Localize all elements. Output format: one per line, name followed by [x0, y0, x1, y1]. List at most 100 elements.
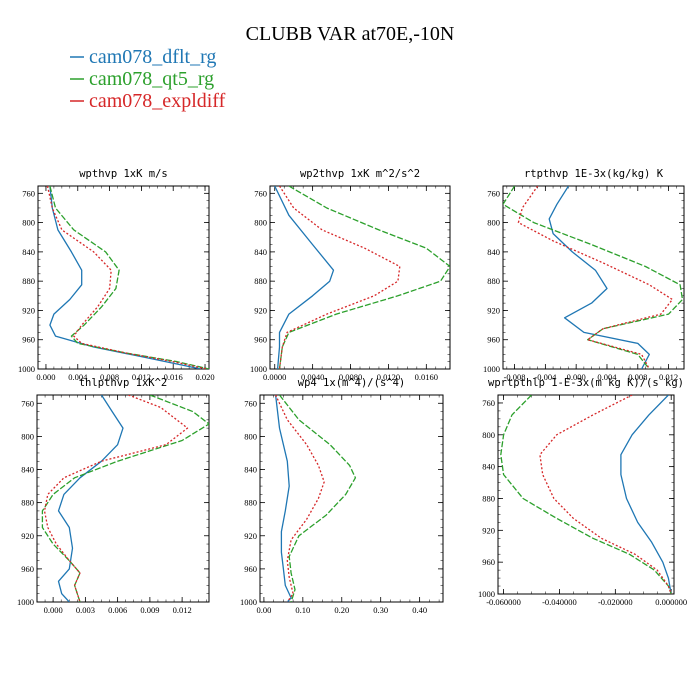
panel-series-group [46, 186, 209, 369]
y-tick-label: 760 [21, 398, 34, 408]
y-tick-label: 760 [244, 398, 257, 408]
x-tick-label: 0.000 [44, 605, 63, 615]
x-tick-label: 0.000 [567, 372, 586, 382]
panel-5: wp4 1x(m^4)/(s^4)76080084088092096010000… [240, 377, 444, 615]
x-tick-label: 0.000 [36, 372, 55, 382]
panel-6: wprtpthlp 1-E-3x(m kg K)/(s kg) 760 800 840… [478, 377, 687, 607]
x-tick-label: 0.0040 [301, 372, 324, 382]
panel-4: thlpthvp 1xK^2 760 800 840 880 920 960 1000 0.00… [17, 377, 210, 615]
y-tick-label: 880 [487, 276, 500, 286]
legend-label-dflt: cam078_dflt_rg [89, 46, 216, 68]
legend: cam078_dflt_rg cam078_qt5_rg cam078_expl… [70, 46, 226, 112]
y-tick-label: 920 [254, 305, 267, 315]
y-tick-label: 880 [254, 276, 267, 286]
y-tick-label: 800 [22, 218, 35, 228]
panel-frame [269, 185, 451, 370]
y-tick-label: 1000 [250, 364, 267, 374]
y-tick-label: 960 [22, 335, 35, 345]
y-tick-label: 920 [22, 305, 35, 315]
x-tick-label: -0.060000 [486, 597, 521, 607]
x-tick-label: -0.040000 [542, 597, 577, 607]
legend-label-qt5: cam078_qt5_rg [89, 68, 214, 90]
x-tick-label: -0.008 [504, 372, 526, 382]
series-line-cam078_expldiff [46, 186, 207, 369]
y-tick-label: 960 [21, 564, 34, 574]
series-line-cam078_dflt_rg [548, 186, 650, 369]
series-line-cam078_expldiff [539, 395, 672, 594]
y-tick-label: 880 [482, 493, 495, 503]
y-tick-label: 1000 [240, 597, 257, 607]
y-tick-label: 800 [21, 431, 34, 441]
x-tick-label: 0.008 [100, 372, 119, 382]
x-tick-label: 0.004 [597, 372, 617, 382]
y-tick-label: 760 [254, 188, 267, 198]
y-tick-label: 1000 [18, 364, 35, 374]
panel-frame [37, 185, 210, 370]
y-tick-label: 840 [482, 462, 495, 472]
series-line-cam078_qt5_rg [278, 395, 357, 602]
y-tick-label: 880 [22, 276, 35, 286]
y-tick-label: 880 [244, 498, 257, 508]
y-tick-label: 960 [244, 564, 257, 574]
y-tick-label: 800 [244, 431, 257, 441]
x-tick-label: -0.020000 [598, 597, 633, 607]
legend-label-expldiff: cam078_expldiff [89, 90, 226, 112]
panel-1: wpthvp 1xK m/s76080084088092096010000.00… [18, 168, 215, 382]
x-tick-label: 0.012 [132, 372, 151, 382]
series-line-cam078_qt5_rg [49, 186, 209, 369]
series-line-cam078_expldiff [517, 186, 674, 369]
series-line-cam078_dflt_rg [274, 395, 292, 602]
y-tick-label: 840 [244, 465, 257, 475]
panel-frame [497, 394, 675, 595]
x-tick-label: 0.020 [195, 372, 214, 382]
y-tick-label: 840 [487, 247, 500, 257]
panel-title: wprtpthlp 1-E-3x(m kg K)/(s kg) [488, 377, 684, 389]
y-tick-label: 920 [244, 531, 257, 541]
y-tick-label: 960 [254, 335, 267, 345]
panel-frame [502, 185, 685, 370]
y-tick-label: 840 [22, 247, 35, 257]
x-tick-label: 0.003 [76, 605, 95, 615]
x-tick-label: 0.012 [173, 605, 192, 615]
x-tick-label: 0.20 [334, 605, 349, 615]
x-tick-label: 0.0080 [339, 372, 362, 382]
y-tick-label: 1000 [17, 597, 34, 607]
x-tick-label: 0.009 [140, 605, 159, 615]
y-tick-label: 800 [487, 218, 500, 228]
series-line-cam078_dflt_rg [49, 186, 202, 369]
x-tick-label: 0.10 [295, 605, 310, 615]
x-tick-label: 0.30 [373, 605, 388, 615]
panel-title: thlpthvp 1xK^2 [79, 377, 168, 389]
series-line-cam078_expldiff [43, 395, 189, 602]
y-tick-label: 1000 [483, 364, 500, 374]
panel-title: wp4 1x(m^4)/(s^4) [298, 377, 405, 389]
panel-frame [36, 394, 210, 603]
y-tick-label: 760 [487, 188, 500, 198]
x-tick-label: 0.012 [659, 372, 678, 382]
panels: wpthvp 1xK m/s76080084088092096010000.00… [17, 168, 687, 615]
panel-series-group [41, 395, 209, 602]
y-tick-label: 920 [21, 531, 34, 541]
y-tick-label: 800 [482, 430, 495, 440]
x-tick-label: 0.006 [108, 605, 127, 615]
x-tick-label: 0.0160 [415, 372, 438, 382]
y-tick-label: 840 [21, 465, 34, 475]
panel-series-group [503, 186, 684, 369]
series-line-cam078_dflt_rg [57, 395, 124, 602]
y-tick-label: 800 [254, 218, 267, 228]
x-tick-label: 0.40 [412, 605, 427, 615]
y-tick-label: 920 [487, 305, 500, 315]
x-tick-label: 0.00 [256, 605, 271, 615]
figure-title: CLUBB VAR at70E,-10N [246, 23, 455, 45]
series-line-cam078_dflt_rg [620, 395, 672, 594]
x-tick-label: 0.008 [628, 372, 647, 382]
x-tick-label: 0.0120 [377, 372, 400, 382]
x-tick-label: 0.004 [68, 372, 88, 382]
y-tick-label: 760 [22, 188, 35, 198]
panel-series-group [500, 395, 672, 594]
x-tick-label: 0.016 [164, 372, 183, 382]
y-tick-label: 1000 [478, 589, 495, 599]
panel-3: rtpthvp 1E-3x(kg/kg) K 760 800 840 880 920 960… [483, 168, 685, 382]
x-tick-label: 0.000000 [655, 597, 687, 607]
